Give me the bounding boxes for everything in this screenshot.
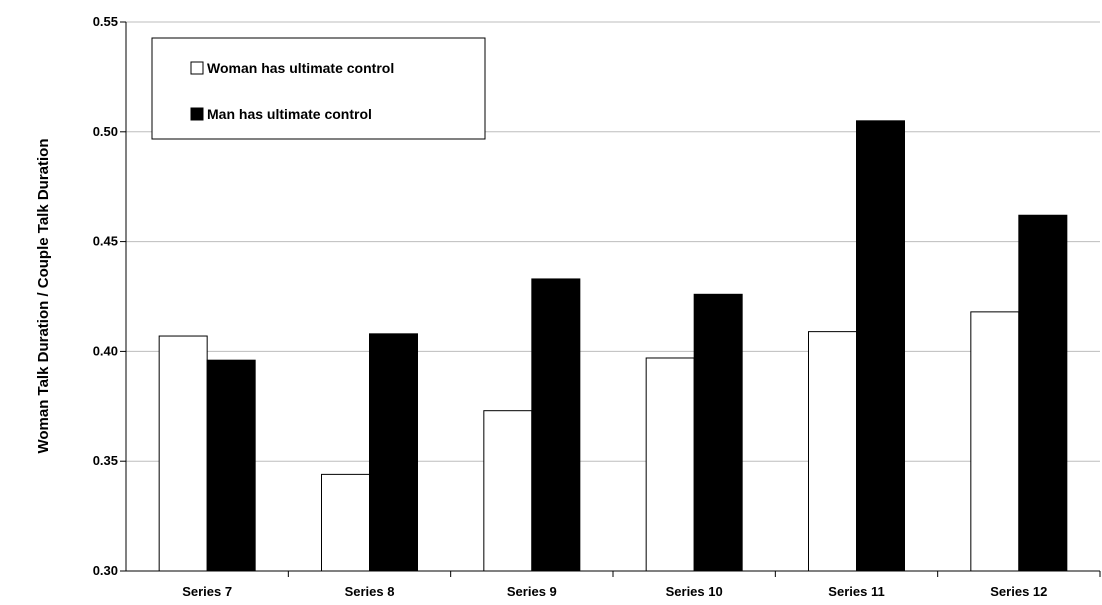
bar-woman-series-9 [483, 410, 533, 572]
y-tick-label: 0.55 [93, 14, 118, 29]
bar-woman-series-7 [158, 335, 208, 572]
bar-man-series-12 [1018, 214, 1068, 572]
legend-label-man: Man has ultimate control [207, 106, 372, 122]
bar-man-series-11 [856, 120, 905, 572]
y-tick-labels: 0.30 0.35 0.40 0.45 0.50 0.55 [93, 14, 118, 578]
x-tick-label: Series 8 [345, 584, 395, 599]
legend-label-woman: Woman has ultimate control [207, 60, 394, 76]
x-tick-label: Series 12 [990, 584, 1047, 599]
bar-man-series-10 [693, 293, 743, 572]
y-axis-title: Woman Talk Duration / Couple Talk Durati… [35, 138, 52, 453]
bar-man-series-7 [206, 359, 256, 572]
x-tick-label: Series 7 [182, 584, 232, 599]
legend-box [151, 37, 486, 140]
bars [158, 120, 1068, 572]
y-tick-label: 0.45 [93, 234, 118, 249]
legend-swatch-woman [190, 61, 204, 75]
x-tick-label: Series 9 [507, 584, 557, 599]
x-tick-label: Series 10 [666, 584, 723, 599]
y-tick-label: 0.35 [93, 453, 118, 468]
legend-swatch-man [190, 107, 204, 121]
bar-woman-series-12 [970, 311, 1020, 572]
x-tick-labels: Series 7 Series 8 Series 9 Series 10 Series … [182, 584, 1047, 599]
y-tick-label: 0.40 [93, 343, 118, 358]
bar-woman-series-8 [321, 473, 370, 572]
bar-woman-series-11 [808, 331, 857, 572]
bar-man-series-8 [369, 333, 418, 572]
legend: Woman has ultimate control Man has ultim… [151, 37, 486, 140]
axes [120, 21, 1101, 577]
y-tick-label: 0.30 [93, 563, 118, 578]
y-tick-label: 0.50 [93, 124, 118, 139]
bar-man-series-9 [531, 278, 581, 572]
x-tick-label: Series 11 [828, 584, 884, 599]
bar-woman-series-10 [645, 357, 695, 572]
